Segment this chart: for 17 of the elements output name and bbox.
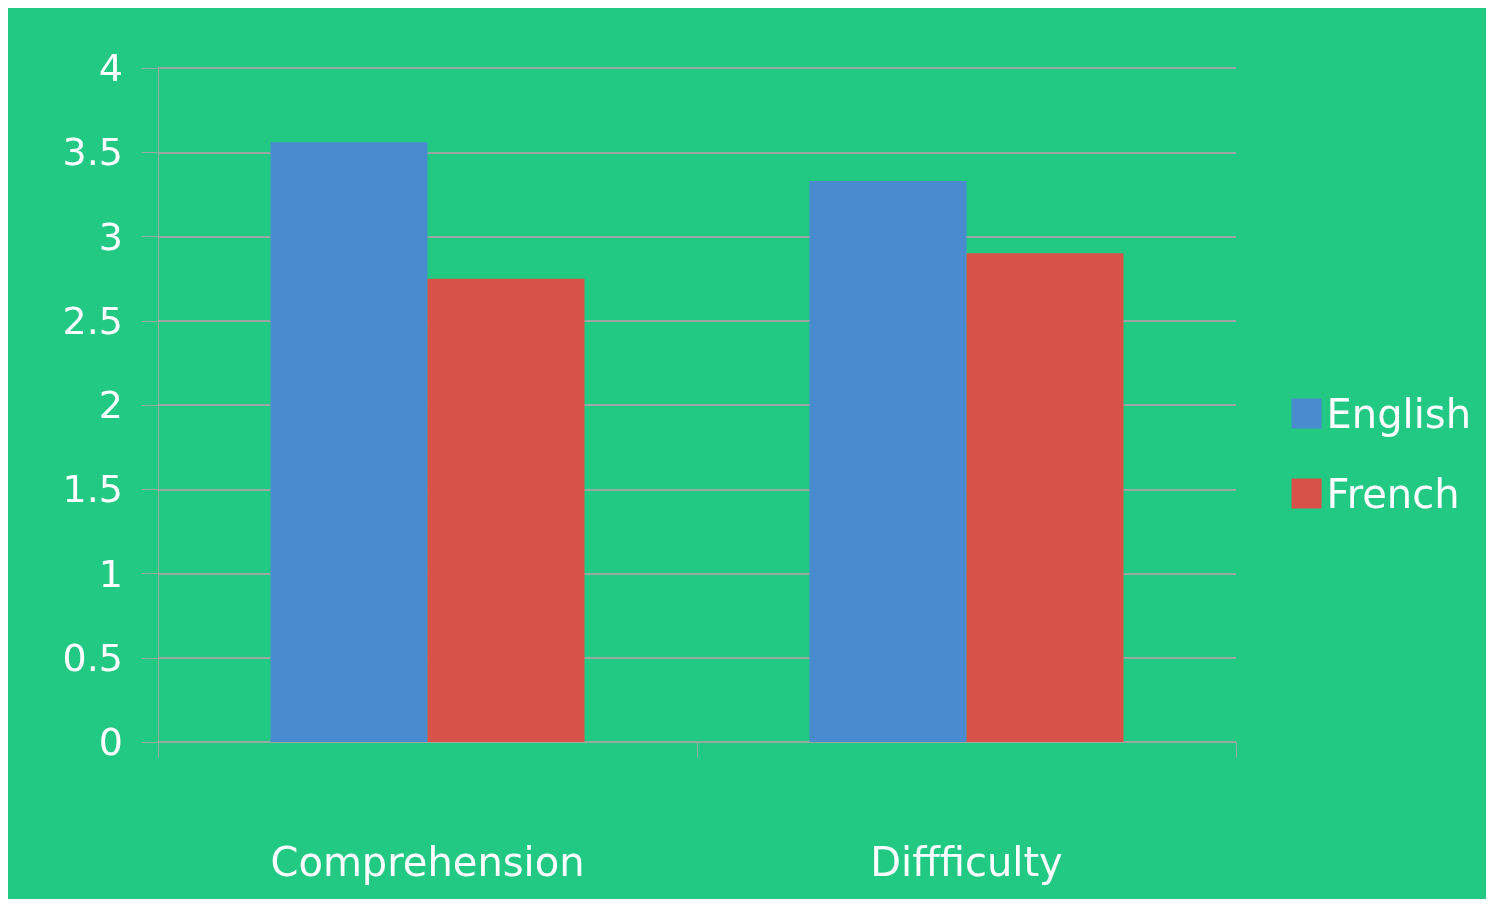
y-tick-label: 2 xyxy=(98,383,123,427)
y-tick-label: 2.5 xyxy=(62,298,123,343)
bar xyxy=(809,180,967,742)
bar xyxy=(966,253,1124,742)
y-tick-label: 1.5 xyxy=(62,467,123,512)
y-tick-label: 3.5 xyxy=(62,130,123,175)
bar xyxy=(427,278,585,742)
y-tick-label: 1 xyxy=(98,551,123,596)
bar xyxy=(270,142,428,742)
legend-label: French xyxy=(1326,470,1460,517)
x-tick-label: Diffficulty xyxy=(870,839,1063,885)
x-tick-label: Comprehension xyxy=(270,839,585,885)
y-tick-label: 0 xyxy=(98,720,123,764)
y-tick-label: 0.5 xyxy=(62,635,123,680)
legend-label: English xyxy=(1326,390,1471,437)
y-tick-label: 4 xyxy=(98,46,123,90)
y-tick-label: 3 xyxy=(98,214,123,259)
